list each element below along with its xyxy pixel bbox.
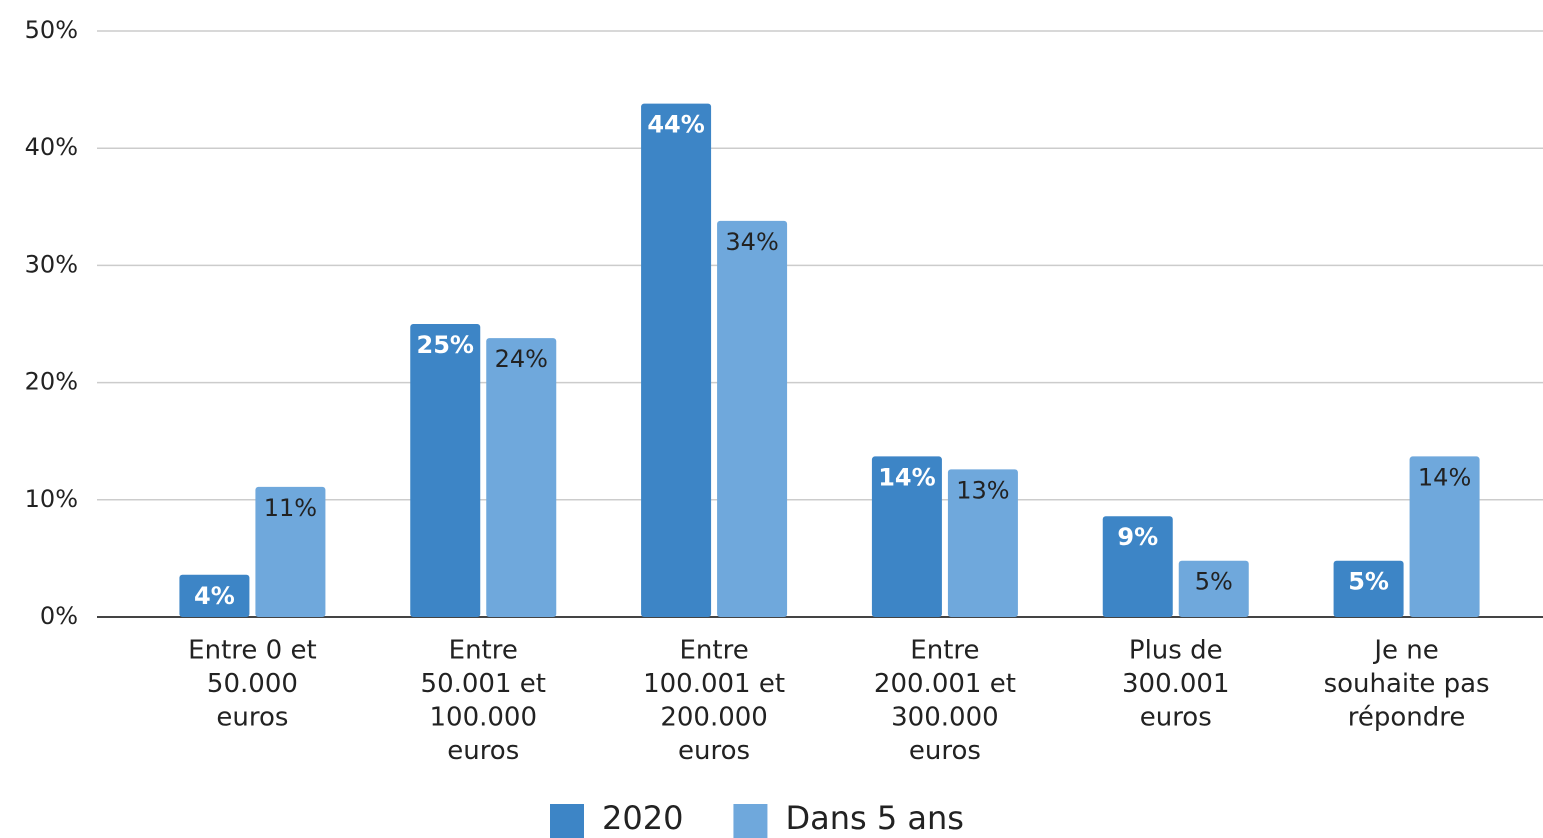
value-label: 24%	[495, 345, 548, 373]
x-tick-label: Plus de	[1129, 636, 1223, 666]
value-label: 14%	[1418, 463, 1471, 491]
bar	[410, 324, 481, 617]
bar	[1178, 560, 1249, 617]
bar	[1333, 560, 1404, 617]
legend-label: Dans 5 ans	[785, 799, 963, 837]
value-label: 4%	[194, 582, 235, 610]
y-tick-label: 30%	[25, 250, 78, 278]
bar	[871, 456, 942, 617]
y-tick-label: 50%	[25, 16, 78, 44]
x-tick-label: 300.001	[1122, 669, 1230, 699]
value-label: 11%	[264, 494, 317, 522]
x-tick-label: euros	[678, 736, 750, 766]
bar	[179, 574, 250, 617]
value-label: 25%	[417, 331, 474, 359]
y-tick-label: 0%	[40, 602, 78, 630]
y-tick-label: 40%	[25, 133, 78, 161]
x-tick-label: 100.000	[429, 703, 537, 733]
bar	[1409, 456, 1480, 617]
y-tick-label: 10%	[25, 485, 78, 513]
x-tick-label: euros	[909, 736, 981, 766]
x-tick-label: 300.000	[891, 703, 999, 733]
bar	[255, 486, 326, 617]
value-label: 9%	[1117, 523, 1158, 551]
x-tick-label: Entre	[449, 636, 518, 666]
x-tick-label: 200.001 et	[874, 669, 1016, 699]
value-label: 13%	[956, 476, 1009, 504]
x-tick-label: euros	[1140, 703, 1212, 733]
y-tick-label: 20%	[25, 368, 78, 396]
value-label: 14%	[878, 463, 935, 491]
bar	[641, 103, 712, 617]
x-tick-label: 50.001 et	[421, 669, 546, 699]
legend-swatch	[733, 804, 768, 838]
x-tick-label: 100.001 et	[643, 669, 785, 699]
value-label: 5%	[1195, 568, 1233, 596]
x-tick-label: Je ne	[1372, 636, 1438, 666]
x-tick-label: répondre	[1348, 703, 1466, 733]
bar	[717, 220, 788, 617]
x-tick-label: Entre	[679, 636, 748, 666]
value-label: 5%	[1348, 568, 1389, 596]
bar	[947, 469, 1018, 617]
x-tick-label: euros	[216, 703, 288, 733]
x-tick-label: 200.000	[660, 703, 768, 733]
x-tick-label: Entre 0 et	[188, 636, 316, 666]
value-label: 34%	[725, 228, 778, 256]
value-label: 44%	[647, 111, 704, 139]
x-tick-label: Entre	[910, 636, 979, 666]
bar	[1102, 516, 1173, 617]
x-tick-label: 50.000	[207, 669, 298, 699]
x-tick-label: souhaite pas	[1324, 669, 1490, 699]
bar	[486, 338, 557, 617]
legend-label: 2020	[602, 799, 683, 837]
x-tick-label: euros	[447, 736, 519, 766]
legend-swatch	[550, 804, 584, 838]
